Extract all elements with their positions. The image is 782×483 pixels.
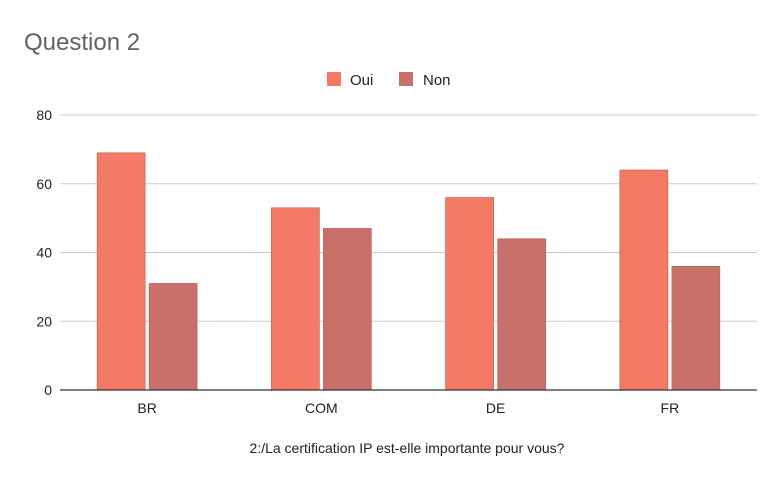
legend: Oui Non	[327, 72, 451, 89]
y-tick-label: 40	[36, 245, 52, 261]
legend-swatch-oui	[327, 72, 341, 86]
y-tick-label: 80	[36, 107, 52, 123]
x-axis-ticks: BR COM DE FR	[137, 400, 679, 416]
bar-fr-oui	[619, 169, 669, 391]
bar-br-oui	[96, 152, 146, 391]
y-tick-label: 60	[36, 176, 52, 192]
bar-com-non	[323, 228, 372, 391]
y-tick-label: 0	[44, 382, 52, 398]
bar-de-non	[497, 238, 546, 391]
x-tick-label-de: DE	[486, 400, 505, 416]
y-axis-ticks: 0 20 40 60 80	[36, 107, 52, 398]
bar-com-oui	[271, 207, 320, 391]
x-tick-label-fr: FR	[661, 400, 680, 416]
x-tick-label-br: BR	[137, 400, 156, 416]
bars	[96, 152, 721, 391]
bar-fr-non	[671, 265, 721, 391]
y-tick-label: 20	[36, 313, 52, 329]
x-axis-title: 2:/La certification IP est-elle importan…	[250, 440, 565, 456]
bar-br-non	[148, 283, 198, 391]
chart-title: Question 2	[24, 29, 140, 56]
legend-swatch-non	[399, 72, 413, 86]
bar-de-oui	[445, 197, 494, 391]
legend-label-oui: Oui	[350, 72, 373, 89]
legend-label-non: Non	[423, 72, 451, 89]
x-tick-label-com: COM	[305, 400, 338, 416]
